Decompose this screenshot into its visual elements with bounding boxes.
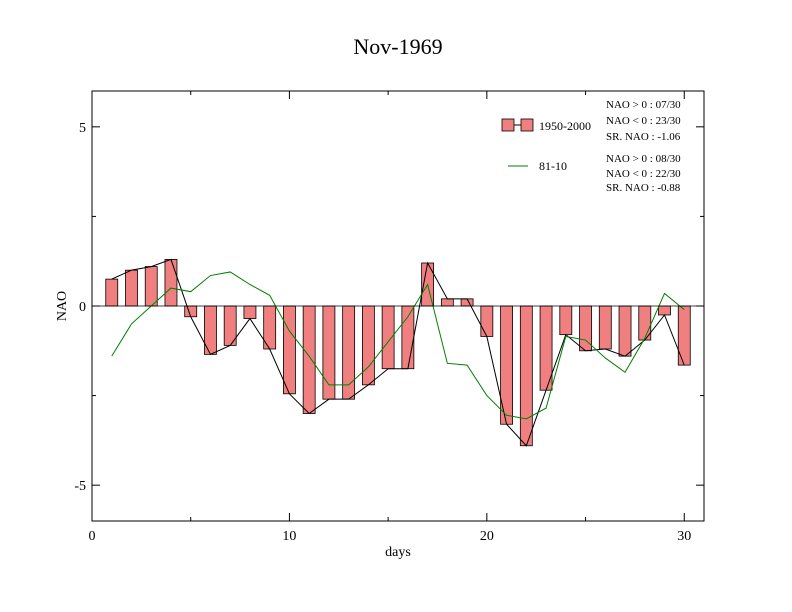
bar-day-24 xyxy=(559,305,573,336)
bar-day-8 xyxy=(243,305,257,319)
stat-positive-81-10: NAO > 0 : 08/30 xyxy=(606,153,681,165)
x-tick-label: 10 xyxy=(282,529,296,544)
line-series-81-10 xyxy=(92,271,704,420)
bar-day-26 xyxy=(598,305,612,350)
x-axis-label: days xyxy=(385,545,411,560)
legend-label-81-10: 81-10 xyxy=(539,159,567,173)
bar-day-5 xyxy=(184,305,198,318)
stat-sr-1950-2000: SR. NAO : -1.06 xyxy=(606,131,681,143)
stats-81-10: NAO > 0 : 08/30 NAO < 0 : 22/30 SR. NAO … xyxy=(606,153,681,194)
bar-day-11 xyxy=(302,305,316,414)
legend-bar-swatch-right xyxy=(520,118,534,132)
x-tick-label: 20 xyxy=(480,529,494,544)
bar-day-20 xyxy=(480,305,494,337)
bar-day-30 xyxy=(677,305,691,366)
bar-day-16 xyxy=(401,305,415,370)
legend-label-1950-2000: 1950-2000 xyxy=(539,119,591,133)
y-tick-label: 0 xyxy=(79,300,86,315)
bar-day-2 xyxy=(125,269,138,307)
stat-negative-1950-2000: NAO < 0 : 23/30 xyxy=(606,115,681,127)
x-tick-label: 0 xyxy=(89,529,96,544)
y-tick-label: 5 xyxy=(79,121,86,136)
bar-day-10 xyxy=(283,305,296,395)
y-tick-label: -5 xyxy=(74,479,86,494)
legend-bar-swatch-left xyxy=(501,118,515,132)
bar-day-14 xyxy=(361,305,375,386)
bar-tip-outline xyxy=(111,258,685,447)
bar-day-18 xyxy=(440,298,454,307)
bar-day-29 xyxy=(658,305,671,316)
bar-day-15 xyxy=(381,305,395,370)
y-axis-label: NAO xyxy=(55,291,70,321)
legend: 1950-2000 81-10 xyxy=(501,118,591,173)
bar-day-27 xyxy=(618,305,632,357)
stat-sr-81-10: SR. NAO : -0.88 xyxy=(606,182,681,194)
stats-1950-2000: NAO > 0 : 07/30 NAO < 0 : 23/30 SR. NAO … xyxy=(606,99,681,143)
line-81-10 xyxy=(111,271,685,420)
chart-title: Nov-1969 xyxy=(353,34,442,59)
bar-day-4 xyxy=(164,259,178,307)
bar-day-1 xyxy=(105,278,119,307)
x-tick-label: 30 xyxy=(677,529,691,544)
stat-positive-1950-2000: NAO > 0 : 07/30 xyxy=(606,99,681,111)
bar-day-3 xyxy=(144,266,158,307)
axis-ticks: 0 10 20 30 -5 0 5 xyxy=(74,91,704,544)
stat-negative-81-10: NAO < 0 : 22/30 xyxy=(606,168,681,180)
bar-tip-line xyxy=(111,258,685,447)
bar-series-1950-2000 xyxy=(105,259,691,447)
bar-day-22 xyxy=(519,305,533,447)
